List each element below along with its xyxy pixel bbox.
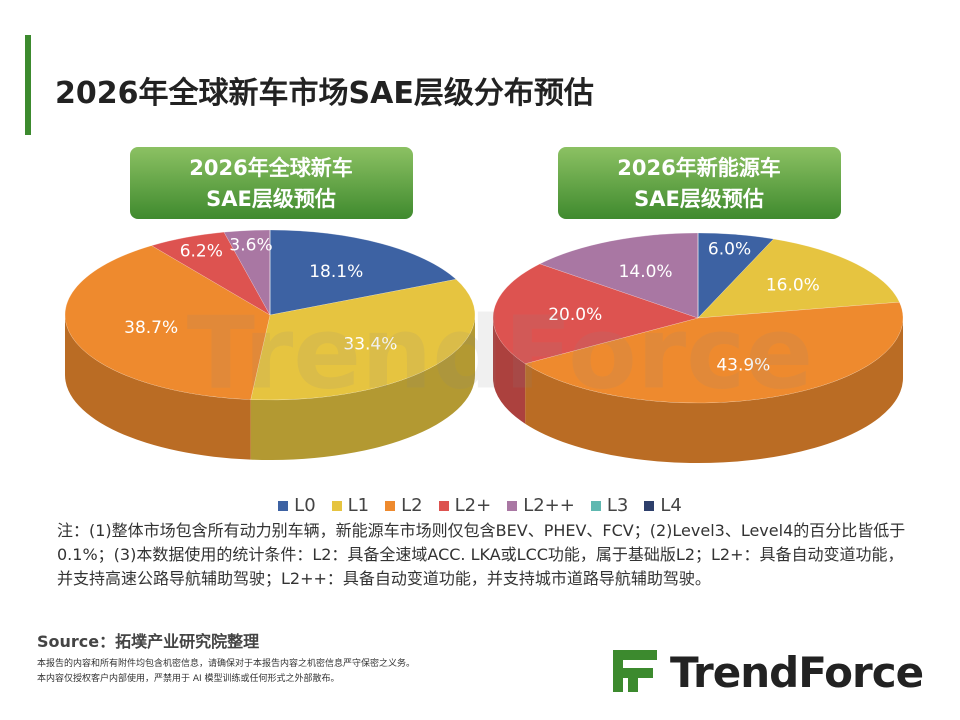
pie-slice	[64, 245, 271, 400]
legend-swatch	[278, 500, 289, 511]
chart-title-box	[130, 147, 413, 219]
legend-label: L2	[401, 495, 423, 516]
pie-slice	[697, 238, 900, 319]
legend-item: L1	[331, 495, 370, 516]
legend-label: L4	[660, 495, 682, 516]
legend-item: L2	[385, 495, 423, 516]
chart-title: 2026年全球新车	[189, 156, 352, 180]
disclaimer-line: 本内容仅授权客户内部使用，严禁用于 AI 模型训练或任何形式之外部散布。	[37, 674, 340, 684]
legend-item: L2++	[507, 495, 575, 516]
chart-title: SAE层级预估	[634, 187, 764, 211]
pie-slice	[524, 301, 904, 404]
logo-icon	[613, 650, 657, 692]
source: Source：拓墣产业研究院整理	[37, 632, 260, 651]
chart-title: SAE层级预估	[206, 187, 336, 211]
legend-item: L4	[644, 495, 682, 516]
legend-label: L2+	[454, 495, 492, 516]
chart-title: 2026年新能源车	[617, 156, 780, 180]
pie-side	[65, 315, 251, 460]
data-label: 38.7%	[124, 318, 178, 338]
pie-side	[525, 318, 903, 464]
legend-item: L0	[278, 495, 316, 516]
pie-side	[250, 315, 475, 460]
legend-swatch	[590, 500, 601, 511]
data-label: 43.9%	[716, 355, 770, 375]
legend-swatch	[507, 500, 518, 511]
legend-label: L3	[606, 495, 629, 516]
watermark: TrendForce	[187, 294, 814, 411]
data-label: 3.6%	[229, 236, 272, 256]
pie-side	[493, 318, 526, 424]
data-label: 20.0%	[548, 305, 602, 325]
data-label: 14.0%	[619, 262, 673, 282]
data-label: 6.2%	[180, 241, 223, 261]
note: 注：(1)整体市场包含所有动力别车辆，新能源车市场则仅包含BEV、PHEV、FC…	[57, 521, 906, 588]
disclaimer: 本报告的内容和所有附件均包含机密信息，请确保对于本报告内容之机密信息严守保密之义…	[37, 657, 415, 687]
legend: L0 L1 L2 L2+ L2++ L3 L4	[0, 495, 960, 516]
data-label: 16.0%	[766, 276, 820, 296]
legend-label: L0	[294, 495, 316, 516]
legend-swatch	[644, 500, 655, 511]
data-label: 6.0%	[708, 240, 751, 260]
data-label: 18.1%	[309, 262, 363, 282]
legend-item: L3	[590, 495, 629, 516]
legend-label: L1	[347, 495, 370, 516]
disclaimer-line: 本报告的内容和所有附件均包含机密信息，请确保对于本报告内容之机密信息严守保密之义…	[37, 659, 416, 669]
legend-swatch	[385, 500, 396, 511]
pie-slice	[269, 229, 457, 316]
legend-item: L2+	[438, 495, 492, 516]
pie-slice	[492, 263, 699, 364]
page-title: 2026年全球新车市场SAE层级分布预估	[55, 76, 594, 111]
pie-slice	[539, 232, 699, 319]
accent-bar	[25, 35, 31, 135]
pie-slice	[223, 229, 271, 316]
legend-swatch	[438, 500, 449, 511]
logo: TrendForce	[670, 648, 924, 697]
chart-title-box	[558, 147, 841, 219]
pie-slice	[697, 232, 775, 319]
pie-slice	[250, 279, 476, 401]
data-label: 33.4%	[343, 334, 397, 354]
legend-swatch	[331, 500, 342, 511]
legend-label: L2++	[523, 495, 575, 516]
pie-slice	[150, 231, 271, 316]
